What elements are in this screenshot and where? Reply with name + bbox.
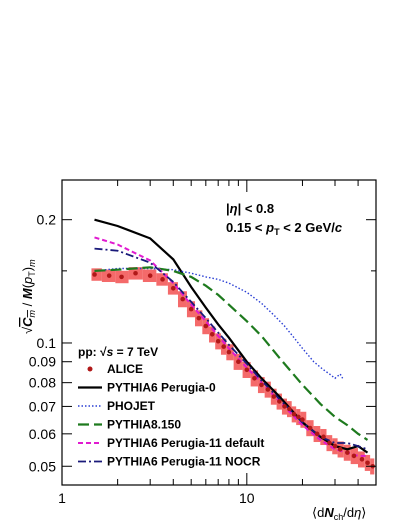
alice-point [147, 273, 153, 278]
series-line-4 [94, 247, 368, 451]
x-axis-title: ⟨dNch/dη⟩ [312, 505, 366, 522]
alice-point [209, 331, 215, 337]
alice-point [359, 456, 365, 462]
alice-point [133, 270, 138, 276]
alice-point [170, 285, 176, 291]
alice-point [300, 417, 305, 422]
alice-point [106, 273, 112, 278]
y-tick-label: 0.07 [29, 398, 56, 414]
alice-point [188, 306, 194, 312]
legend-label: PYTHIA6 Perugia-11 NOCR [107, 455, 261, 469]
alice-point [221, 344, 227, 349]
alice-point [351, 453, 357, 459]
series-line-2 [94, 266, 369, 441]
svg-text:√Cm / M(pT)m: √Cm / M(pT)m [20, 259, 37, 334]
alice-point [321, 434, 326, 440]
alice-point [265, 387, 271, 392]
alice-point [291, 411, 297, 417]
plot-frame [61, 179, 377, 486]
alice-point [282, 404, 287, 409]
axis-ticks: 1 10 0.05 0.06 0.07 0.08 0.09 0.1 0.2 [29, 180, 376, 506]
alice-point [196, 315, 202, 321]
alice-point [160, 277, 165, 282]
alice-point [332, 443, 338, 449]
alice-point [215, 338, 221, 344]
alice-point [271, 394, 277, 399]
alice-point [337, 447, 343, 452]
legend-label: PYTHIA6 Perugia-0 [107, 381, 216, 395]
y-tick-label: 0.06 [29, 426, 56, 442]
legend-marker-alice [87, 366, 93, 372]
pt-annotation: 0.15 < pT < 2 GeV/c [226, 220, 343, 237]
y-tick-label: 0.08 [29, 375, 56, 391]
legend-label: PYTHIA6 Perugia-11 default [107, 436, 264, 450]
series-line-0 [94, 218, 369, 454]
alice-point [287, 406, 292, 412]
alice-point [277, 399, 282, 404]
legend-label: ALICE [107, 362, 143, 376]
legend-label: PYTHIA8.150 [107, 418, 181, 432]
alice-point [119, 274, 124, 280]
x-tick-label: 1 [58, 490, 66, 506]
alice-point [327, 440, 332, 446]
y-tick-label: 0.1 [37, 335, 57, 351]
alice-point [244, 367, 250, 373]
alice-point [345, 450, 350, 455]
alice-point [236, 359, 241, 365]
alice-point [180, 296, 186, 302]
legend: pp: √s = 7 TeV ALICE PYTHIA6 Perugia-0 PHO… [78, 345, 264, 469]
alice-data-points [92, 270, 376, 469]
x-tick-label: 10 [239, 490, 255, 506]
y-tick-label: 0.09 [29, 354, 56, 370]
alice-point [92, 272, 97, 277]
y-axis-title: √Cm / M(pT)m [20, 259, 37, 334]
eta-annotation: |η| < 0.8 [226, 201, 274, 216]
alice-point [296, 414, 301, 420]
alice-point [203, 323, 209, 329]
alice-point [365, 460, 370, 466]
alice-point [259, 382, 264, 388]
y-tick-label: 0.2 [37, 212, 57, 228]
y-tick-label: 0.05 [29, 458, 56, 474]
alice-point [307, 425, 313, 431]
series-line-1 [94, 267, 344, 380]
alice-point [226, 349, 232, 355]
legend-label: PHOJET [107, 399, 156, 413]
legend-title: pp: √s = 7 TeV [78, 345, 158, 359]
alice-point [252, 375, 257, 381]
alice-point [314, 431, 320, 437]
